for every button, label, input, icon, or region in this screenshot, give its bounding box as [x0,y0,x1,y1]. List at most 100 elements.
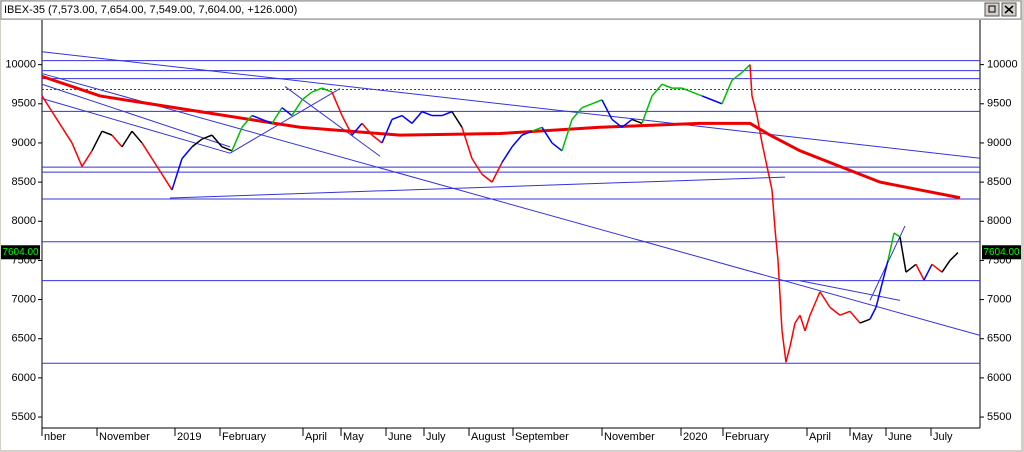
y-tick-label: 8000 [987,215,1011,227]
y-tick-label: 7000 [987,293,1011,305]
chart-area [1,20,1021,450]
close-icon [1004,5,1014,14]
y-tick-label: 10000 [987,59,1018,71]
price-segment [923,263,933,281]
x-tick-label: August [471,431,505,443]
price-segment [131,130,143,144]
price-segment [721,80,733,105]
price-segment [151,158,163,175]
price-segment [171,158,183,191]
x-tick-label: July [426,431,446,443]
last-price-label: 7604.00 [2,247,39,258]
x-tick-label: nber [44,431,66,443]
price-segment [261,118,273,125]
price-segment [887,232,895,261]
price-segment [601,99,613,120]
x-tick-label: 2019 [177,431,201,443]
last-price-box [982,245,1021,260]
price-segment [231,126,243,152]
price-segment [859,318,871,324]
y-tick-label: 8500 [987,176,1011,188]
price-segment [766,166,773,191]
price-segment [893,232,901,238]
price-segment [771,189,776,230]
price-segment [621,118,633,128]
trend-line [169,176,786,199]
y-tick-label: 5500 [987,411,1011,423]
price-segment [591,99,603,105]
y-tick-label: 9500 [12,98,36,110]
price-segment [611,118,623,128]
trend-line [41,97,231,154]
price-segment [461,127,473,159]
price-segment [915,263,925,281]
price-segment [641,95,653,124]
price-segment [561,119,573,152]
price-segment [875,283,883,308]
price-segment [931,263,943,273]
last-price-label: 7604.00 [983,247,1020,258]
price-segment [661,83,673,89]
price-segment [411,111,423,124]
price-segment [61,126,73,144]
x-tick-label: April [305,431,327,443]
y-tick-label: 5500 [12,411,36,423]
price-segment [751,95,758,116]
price-segment [881,260,889,285]
price-segment [781,330,787,363]
price-segment [849,310,861,324]
price-segment [631,118,643,125]
price-segment [271,107,283,124]
price-segment [401,114,413,124]
trend-line [284,86,381,157]
y-tick-label: 8000 [12,215,36,227]
price-segment [731,71,743,81]
price-segment [311,87,323,93]
price-segment [756,115,763,144]
price-segment [241,115,253,128]
price-segment [521,130,533,136]
price-segment [181,146,193,160]
price-segment [251,114,263,121]
price-segment [819,291,831,308]
price-segment [441,110,453,117]
y-tick-label: 6000 [12,372,36,384]
price-segment [749,64,753,97]
price-segment [794,314,801,324]
restore-button[interactable] [984,2,1000,17]
price-segment [301,91,313,101]
price-segment [371,134,383,144]
price-segment [774,229,779,261]
x-tick-label: June [888,431,912,443]
last-price-box [1,245,40,260]
price-segment [941,259,951,273]
price-segment [291,99,303,116]
x-tick-label: May [343,431,364,443]
price-segment [829,306,841,316]
price-segment [869,307,877,320]
y-tick-label: 7000 [12,293,36,305]
price-segment [541,126,553,144]
price-segment [761,142,768,167]
price-segment [905,263,917,273]
price-segment [391,114,403,121]
price-segment [451,111,463,128]
trend-line [799,280,901,301]
x-tick-label: November [604,431,655,443]
y-tick-label: 6500 [987,333,1011,345]
trend-line [41,83,231,148]
price-segment [899,236,907,273]
price-segment [789,322,796,347]
price-segment [804,315,811,332]
price-segment [111,134,123,148]
price-segment [839,310,851,316]
price-segment [651,83,663,97]
price-segment [711,99,723,105]
price-segment [381,119,393,144]
trend-line [229,88,341,154]
y-tick-label: 10000 [5,59,36,71]
price-segment [361,122,373,136]
restore-icon [988,5,996,13]
x-tick-label: 2020 [683,431,707,443]
price-segment [281,107,293,117]
